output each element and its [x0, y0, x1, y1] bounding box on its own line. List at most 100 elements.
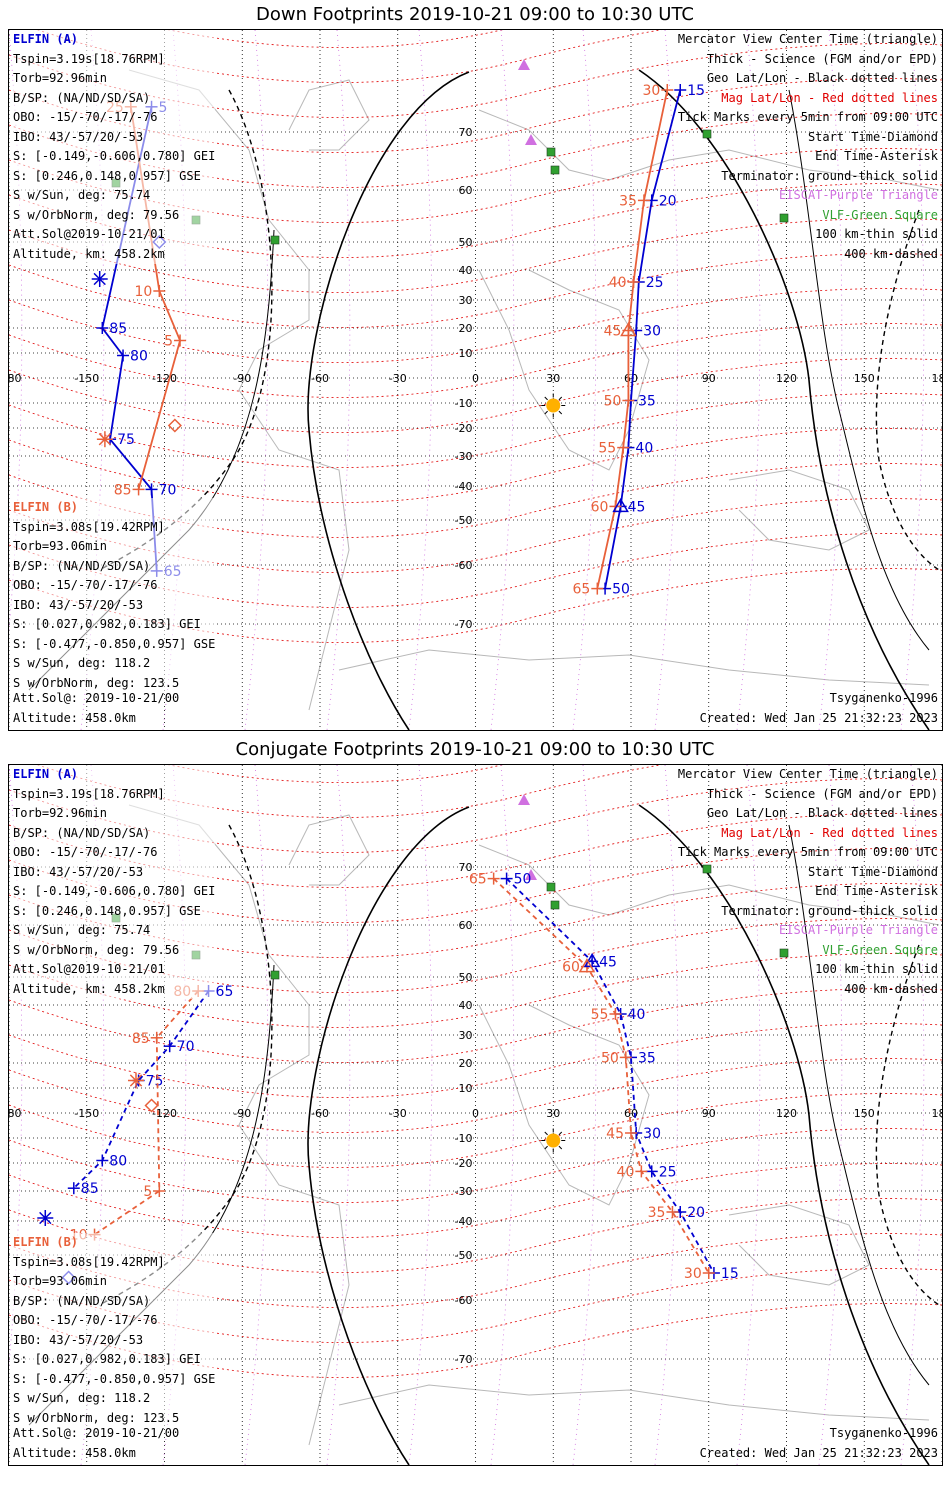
terminator-100km [788, 89, 930, 651]
elfin-a-label: ELFIN (A) [13, 32, 79, 46]
eiscat-triangle [518, 794, 530, 805]
lat-tick-label: 60 [459, 184, 473, 197]
lon-tick-label: -90 [233, 1107, 251, 1120]
mag-meridian [9, 30, 23, 635]
mag-meridian [900, 30, 925, 730]
tick-label: 45 [606, 1126, 624, 1142]
elfin-a-label: ELFIN (A) [13, 767, 79, 781]
legend-100km: 100 km-thin solid [815, 962, 938, 976]
elfin-b-torb: Torb=93.06min [13, 1274, 107, 1288]
mag-meridian [408, 30, 433, 730]
elfin-a-s-gse: S: [0.246,0.148,0.957] GSE [13, 903, 201, 918]
coastline [478, 269, 650, 471]
coastline [338, 649, 930, 686]
coastline-layer [128, 804, 940, 1446]
eiscat-triangle [525, 134, 537, 145]
elfin-a-track-east [505, 877, 715, 1274]
mag-meridian [244, 30, 269, 730]
elfin-b-track-west [94, 990, 199, 1236]
elfin-a-torb: Torb=92.96min [13, 71, 107, 85]
eiscat-triangle [525, 869, 537, 880]
elfin-b-s-gse: S: [-0.477,-0.850,0.957] GSE [13, 636, 216, 651]
terminator-ground [638, 69, 930, 730]
sun-ray [544, 410, 548, 415]
lon-tick-label: 180 [932, 1107, 943, 1120]
tick-label: 50 [604, 394, 622, 410]
lat-tick-label: -30 [455, 1185, 473, 1198]
tick-label: 25 [659, 1164, 677, 1180]
lon-tick-label: -150 [74, 372, 99, 385]
terminator-ground [638, 804, 930, 1465]
sun-ray [544, 1145, 548, 1150]
legend-mercator: Mercator View Center Time (triangle) [677, 767, 938, 781]
legend-mercator: Mercator View Center Time (triangle) [677, 32, 938, 46]
legend-geo-grid: Geo Lat/Lon - Black dotted lines [706, 806, 938, 820]
elfin-b-attsol: Att.Sol@: 2019-10-21/00 [13, 691, 180, 705]
elfin-a-s-gse: S: [0.246,0.148,0.957] GSE [13, 168, 201, 183]
tick-label: 65 [469, 872, 487, 888]
mag-meridian [572, 30, 597, 730]
mag-meridian [490, 765, 515, 1465]
tick-label: 45 [599, 954, 617, 970]
lat-tick-label: -20 [455, 422, 473, 435]
lon-tick-label: 60 [624, 1107, 638, 1120]
sun-ray [558, 1131, 563, 1136]
lon-tick-label: -60 [311, 1107, 329, 1120]
eiscat-triangle [518, 59, 530, 70]
conjugate-footprints-map: -180-150-120-90-60-300306090120150180706… [8, 764, 943, 1466]
tick-label: 30 [684, 1266, 702, 1282]
mag-meridian [326, 30, 351, 730]
down-title: Down Footprints 2019-10-21 09:00 to 10:3… [256, 4, 694, 25]
lon-tick-label: 120 [776, 1107, 797, 1120]
coastline [728, 1204, 870, 1286]
elfin-b-altitude: Altitude: 458.0km [13, 710, 136, 725]
tick-label: 30 [642, 83, 660, 99]
mag-meridian [80, 30, 105, 730]
center-triangle [578, 958, 596, 973]
tick-label: 35 [638, 394, 656, 410]
lat-tick-label: 70 [459, 126, 473, 139]
legend-mag-grid: Mag Lat/Lon - Red dotted lines [721, 825, 938, 840]
vlf-square [702, 864, 712, 874]
mag-meridian [162, 30, 187, 730]
end-asterisk [39, 1211, 52, 1225]
elfin-a-ibo: IBO: 43/-57/20/-53 [13, 129, 144, 144]
tick-label: 5 [164, 334, 173, 350]
coastline [478, 844, 940, 926]
elfin-b-ibo: IBO: 43/-57/20/-53 [13, 1332, 144, 1347]
lon-tick-label: -60 [311, 372, 329, 385]
lon-tick-label: 90 [702, 1107, 716, 1120]
map-footer: Tsyganenko-1996 Created: Wed Jan 25 21:3… [700, 689, 938, 728]
vlf-square [779, 948, 789, 958]
elfin-b-tspin: Tspin=3.08s[19.42RPM] [13, 519, 165, 534]
coastline-layer [128, 69, 940, 711]
tick-label: 35 [648, 1205, 666, 1221]
elfin-b-track-east [493, 877, 710, 1274]
lat-tick-label: 70 [459, 861, 473, 874]
legend-mag-grid: Mag Lat/Lon - Red dotted lines [721, 90, 938, 105]
legend-science: Thick - Science (FGM and/or EPD) [706, 786, 938, 801]
lat-tick-label: -40 [455, 480, 473, 493]
map-legend: Mercator View Center Time (triangle) Thi… [678, 765, 938, 999]
legend-eiscat: EISCAT-Purple Triangle [779, 923, 938, 937]
created-timestamp: Created: Wed Jan 25 21:32:23 2023 [699, 1445, 938, 1460]
lat-tick-label: 40 [459, 264, 473, 277]
tick-label: 35 [619, 193, 637, 209]
elfin-a-sun-angle: S w/Sun, deg: 75.74 [13, 923, 151, 937]
tick-label: 45 [604, 324, 622, 340]
elfin-b-s-gei: S: [0.027,0.982,0.183] GEI [13, 1352, 201, 1366]
coastline [128, 69, 350, 711]
legend-start-time: Start Time-Diamond [807, 864, 938, 879]
lat-tick-label: -50 [455, 514, 473, 527]
model-credit: Tsyganenko-1996 [829, 1426, 938, 1440]
elfin-a-orbnorm: S w/OrbNorm, deg: 79.56 [13, 207, 180, 222]
tick-label: 85 [109, 321, 127, 337]
lat-tick-label: -50 [455, 1249, 473, 1262]
sun-ray [558, 1145, 563, 1150]
lon-tick-label: 30 [546, 1107, 560, 1120]
elfin-b-sun-angle: S w/Sun, deg: 118.2 [13, 1391, 151, 1405]
elfin-b-orbnorm: S w/OrbNorm, deg: 123.5 [13, 1410, 180, 1425]
elfin-a-tspin: Tspin=3.19s[18.76RPM] [13, 51, 165, 66]
map-legend: Mercator View Center Time (triangle) Thi… [678, 30, 938, 264]
terminator-ground [307, 71, 470, 730]
